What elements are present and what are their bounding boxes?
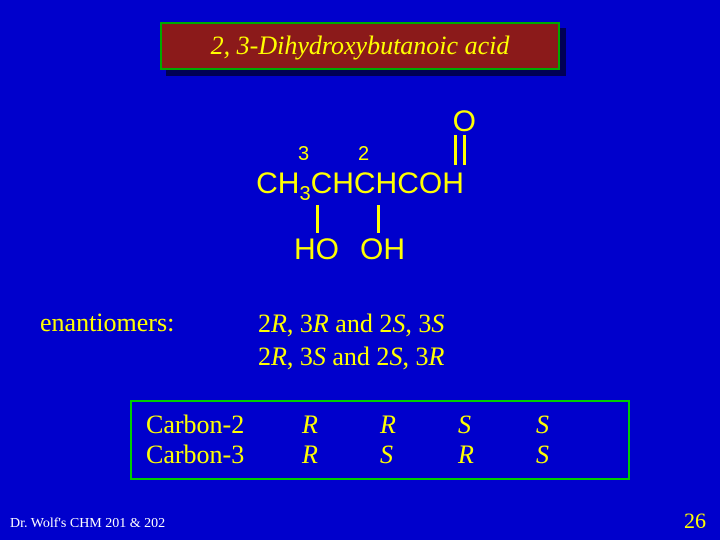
title-box: 2, 3-Dihydroxybutanoic acid: [160, 22, 560, 70]
row-label: Carbon-3: [146, 440, 302, 470]
table-cell: S: [536, 410, 614, 440]
t: and 2: [329, 309, 393, 338]
t: 2: [258, 342, 271, 371]
formula-ch: CH: [256, 167, 299, 200]
t: R: [271, 342, 287, 371]
formula-line: CH3CHCHCOH: [190, 167, 530, 206]
ho-group: HO: [294, 233, 339, 267]
stereo-table: Carbon-2 R R S S Carbon-3 R S R S: [130, 400, 630, 480]
enantiomers-label: enantiomers:: [40, 308, 174, 338]
t: S: [380, 440, 393, 469]
table-row: Carbon-2 R R S S: [146, 410, 614, 440]
t: , 3: [287, 309, 313, 338]
row-label: Carbon-2: [146, 410, 302, 440]
table-cell: R: [302, 410, 380, 440]
t: 2: [258, 309, 271, 338]
table-cell: S: [380, 440, 458, 470]
page-number: 26: [684, 508, 706, 534]
enantiomers-pairs: 2R, 3R and 2S, 3S 2R, 3S and 2S, 3R: [258, 308, 444, 373]
single-bond-1: [316, 205, 319, 233]
single-bond-2: [377, 205, 380, 233]
t: , 3: [287, 342, 313, 371]
table-cell: S: [458, 410, 536, 440]
formula-sub3: 3: [299, 183, 310, 205]
table-row: Carbon-3 R S R S: [146, 440, 614, 470]
t: and 2: [326, 342, 390, 371]
t: R: [380, 410, 396, 439]
t: , 3: [405, 309, 431, 338]
oh-group: OH: [360, 233, 405, 267]
t: R: [313, 309, 329, 338]
t: R: [302, 410, 318, 439]
table-cell: R: [380, 410, 458, 440]
t: S: [536, 410, 549, 439]
t: S: [389, 342, 402, 371]
title-text: 2, 3-Dihydroxybutanoic acid: [211, 31, 510, 61]
table-cell: R: [458, 440, 536, 470]
enantiomer-pair-2: 2R, 3S and 2S, 3R: [258, 341, 444, 374]
t: S: [431, 309, 444, 338]
oxygen-atom: O: [453, 105, 476, 139]
table-cell: R: [302, 440, 380, 470]
t: S: [313, 342, 326, 371]
t: S: [536, 440, 549, 469]
footer-text: Dr. Wolf's CHM 201 & 202: [10, 516, 165, 532]
t: S: [458, 410, 471, 439]
table-cell: S: [536, 440, 614, 470]
double-bond: [452, 135, 468, 165]
t: R: [458, 440, 474, 469]
carbon-2-label: 2: [358, 143, 369, 166]
enantiomer-pair-1: 2R, 3R and 2S, 3S: [258, 308, 444, 341]
formula-rest: CHCHCOH: [311, 167, 464, 200]
t: R: [271, 309, 287, 338]
t: S: [392, 309, 405, 338]
t: , 3: [402, 342, 428, 371]
t: R: [428, 342, 444, 371]
carbon-3-label: 3: [298, 143, 309, 166]
t: R: [302, 440, 318, 469]
